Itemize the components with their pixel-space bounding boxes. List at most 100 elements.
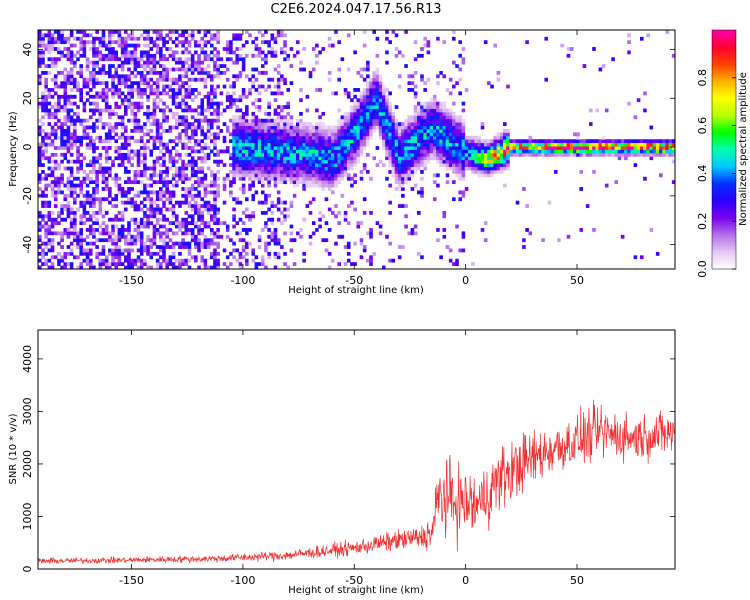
spectrogram-cell bbox=[604, 183, 609, 188]
spectrogram-cell bbox=[248, 241, 252, 246]
spectrogram-cell bbox=[213, 64, 217, 68]
spectrogram-cell bbox=[611, 142, 615, 147]
spectrogram-cell bbox=[69, 88, 74, 92]
spectrogram-cell bbox=[225, 129, 230, 133]
spectrogram-cell bbox=[343, 142, 348, 147]
spectrogram-cell bbox=[448, 166, 453, 171]
y-tick-label: 40 bbox=[21, 43, 34, 57]
spectrogram-cell bbox=[206, 64, 211, 68]
spectrogram-cell bbox=[643, 142, 647, 147]
spectrogram-cell bbox=[299, 132, 303, 137]
spectrogram-cell bbox=[295, 152, 300, 157]
spectrogram-cell bbox=[254, 152, 259, 157]
spectrogram-cell bbox=[47, 47, 52, 51]
spectrogram-cell bbox=[448, 142, 453, 147]
spectrogram-cell bbox=[171, 115, 176, 120]
spectrogram-cell bbox=[413, 166, 418, 171]
spectrogram-cell bbox=[213, 231, 217, 236]
spectrogram-cell bbox=[200, 258, 205, 263]
spectrogram-cell bbox=[232, 135, 236, 140]
spectrogram-cell bbox=[216, 74, 220, 79]
spectrogram-cell bbox=[474, 135, 478, 140]
spectrogram-cell bbox=[331, 156, 335, 161]
spectrogram-cell bbox=[76, 159, 80, 164]
spectrogram-cell bbox=[311, 163, 316, 167]
spectrogram-cell bbox=[159, 197, 163, 202]
spectrogram-cell bbox=[592, 139, 596, 144]
spectrogram-cell bbox=[47, 94, 52, 99]
spectrogram-cell bbox=[136, 84, 141, 89]
spectrogram-cell bbox=[375, 108, 380, 113]
spectrogram-cell bbox=[273, 238, 278, 243]
spectrogram-cell bbox=[273, 176, 278, 181]
spectrogram-cell bbox=[155, 81, 160, 86]
spectrogram-cell bbox=[222, 262, 227, 266]
spectrogram-cell bbox=[394, 139, 399, 144]
spectrogram-cell bbox=[44, 204, 48, 208]
spectrogram-cells bbox=[38, 30, 675, 269]
spectrogram-cell bbox=[353, 129, 357, 133]
spectrogram-cell bbox=[458, 135, 462, 140]
spectrogram-cell bbox=[136, 36, 141, 41]
spectrogram-cell bbox=[432, 180, 437, 185]
spectrogram-cell bbox=[350, 135, 354, 140]
spectrogram-cell bbox=[194, 210, 198, 215]
spectrogram-cell bbox=[458, 152, 462, 157]
spectrogram-cell bbox=[181, 217, 185, 222]
spectrogram-cell bbox=[356, 221, 361, 226]
spectrogram-cell bbox=[194, 142, 198, 147]
spectrogram-cell bbox=[267, 132, 271, 137]
spectrogram-cell bbox=[50, 142, 55, 147]
spectrogram-cell bbox=[407, 156, 412, 161]
spectrogram-cell bbox=[162, 224, 166, 229]
spectrogram-cell bbox=[432, 139, 437, 144]
spectrogram-cell bbox=[397, 176, 402, 181]
spectrogram-cell bbox=[553, 169, 558, 174]
spectrogram-cell bbox=[216, 108, 220, 113]
spectrogram-cell bbox=[417, 152, 421, 157]
spectrogram-cell bbox=[127, 105, 131, 109]
spectrogram-cell bbox=[174, 224, 179, 229]
spectrogram-cell bbox=[146, 105, 150, 109]
spectrogram-cell bbox=[47, 228, 52, 232]
spectrogram-cell bbox=[130, 101, 134, 106]
spectrogram-cell bbox=[356, 115, 361, 120]
spectrogram-cell bbox=[604, 139, 609, 144]
spectrogram-cell bbox=[57, 135, 61, 140]
spectrogram-cell bbox=[639, 146, 644, 150]
spectrogram-cell bbox=[101, 173, 106, 178]
spectrogram-cell bbox=[264, 166, 268, 171]
spectrogram-cell bbox=[194, 258, 198, 263]
spectrogram-cell bbox=[397, 255, 402, 260]
spectrogram-cell bbox=[331, 176, 335, 181]
spectrogram-cell bbox=[66, 146, 71, 150]
spectrogram-cell bbox=[260, 142, 265, 147]
spectrogram-cell bbox=[483, 159, 488, 164]
spectrogram-cell bbox=[47, 115, 52, 120]
spectrogram-cell bbox=[88, 33, 93, 38]
spectrogram-cell bbox=[439, 135, 443, 140]
y-tick-label: 0 bbox=[21, 144, 34, 151]
spectrogram-cell bbox=[225, 224, 230, 229]
spectrogram-cell bbox=[276, 180, 281, 185]
spectrogram-cell bbox=[178, 105, 182, 109]
spectrogram-cell bbox=[139, 77, 144, 82]
spectrogram-cell bbox=[60, 139, 64, 144]
spectrogram-cell bbox=[295, 139, 300, 144]
spectrogram-cell bbox=[487, 156, 491, 161]
spectrogram-cell bbox=[73, 228, 77, 232]
spectrogram-cell bbox=[331, 190, 335, 195]
spectrogram-cell bbox=[327, 265, 332, 269]
spectrogram-cell bbox=[324, 125, 329, 130]
spectrogram-cell bbox=[436, 228, 440, 232]
spectrogram-cell bbox=[73, 118, 77, 123]
spectrogram-cell bbox=[203, 176, 208, 181]
spectrogram-cell bbox=[108, 217, 112, 222]
spectrogram-cell bbox=[375, 88, 380, 92]
spectrogram-cell bbox=[445, 129, 450, 133]
spectrogram-cell bbox=[366, 129, 370, 133]
spectrogram-cell bbox=[38, 50, 42, 55]
spectrogram-cell bbox=[251, 101, 255, 106]
spectrogram-cell bbox=[44, 94, 48, 99]
spectrogram-cell bbox=[225, 98, 230, 103]
